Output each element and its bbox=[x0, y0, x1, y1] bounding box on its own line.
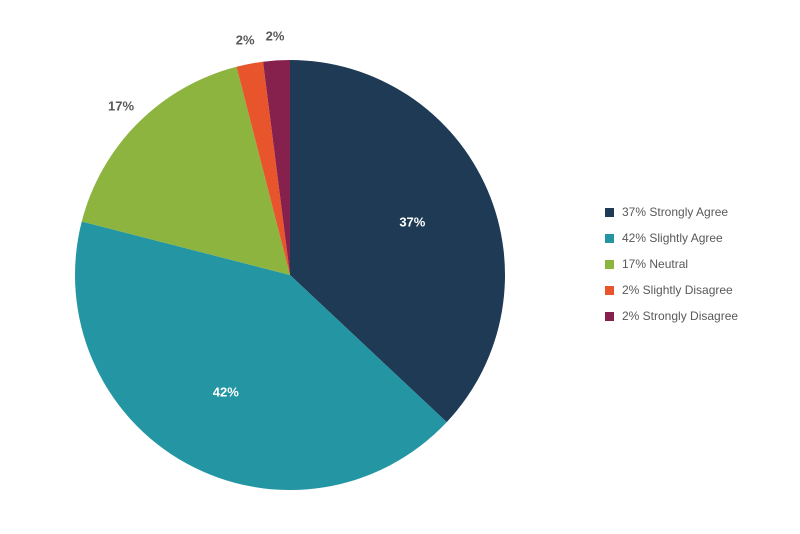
legend-item: 42% Slightly Agree bbox=[605, 231, 738, 245]
legend: 37% Strongly Agree 42% Slightly Agree 17% … bbox=[605, 205, 738, 323]
slice-percent-label: 42% bbox=[213, 384, 239, 399]
legend-item: 17% Neutral bbox=[605, 257, 738, 271]
legend-label: 17% Neutral bbox=[622, 257, 688, 271]
legend-swatch bbox=[605, 286, 614, 295]
slice-percent-label: 2% bbox=[236, 33, 255, 48]
legend-swatch bbox=[605, 312, 614, 321]
legend-label: 42% Slightly Agree bbox=[622, 231, 723, 245]
legend-label: 2% Strongly Disagree bbox=[622, 309, 738, 323]
chart-stage: 37% Strongly Agree 42% Slightly Agree 17% … bbox=[0, 0, 800, 534]
slice-percent-label: 17% bbox=[108, 99, 134, 114]
legend-swatch bbox=[605, 260, 614, 269]
slice-percent-label: 2% bbox=[266, 29, 285, 44]
legend-item: 37% Strongly Agree bbox=[605, 205, 738, 219]
legend-label: 37% Strongly Agree bbox=[622, 205, 728, 219]
legend-swatch bbox=[605, 208, 614, 217]
legend-item: 2% Strongly Disagree bbox=[605, 309, 738, 323]
legend-label: 2% Slightly Disagree bbox=[622, 283, 733, 297]
legend-swatch bbox=[605, 234, 614, 243]
legend-item: 2% Slightly Disagree bbox=[605, 283, 738, 297]
slice-percent-label: 37% bbox=[399, 215, 425, 230]
